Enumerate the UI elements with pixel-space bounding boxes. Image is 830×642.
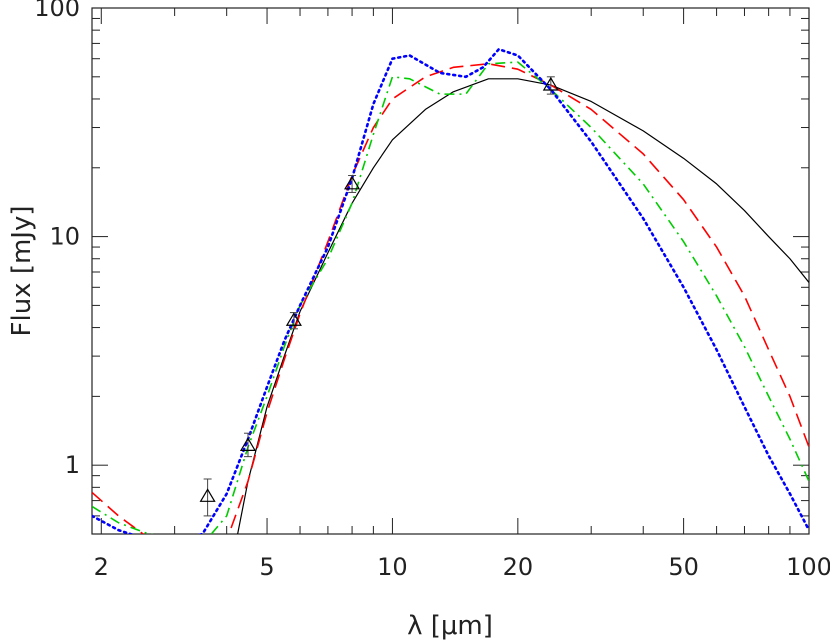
triangle-marker	[542, 76, 559, 91]
x-axis-label: λ [μm]	[407, 611, 493, 641]
observation-point	[239, 432, 257, 458]
triangle-marker	[285, 312, 302, 326]
x-tick-label: 2	[94, 553, 109, 581]
triangle-marker	[239, 437, 257, 451]
observation-point	[344, 175, 361, 193]
x-tick-label: 50	[668, 553, 699, 581]
x-tick-label: 20	[503, 553, 534, 581]
observed-points	[199, 76, 559, 517]
y-tick-label: 100	[34, 0, 80, 22]
observation-point	[542, 76, 559, 95]
y-tick-label: 10	[49, 223, 80, 251]
y-axis-label: Flux [mJy]	[7, 206, 37, 337]
tick-labels: 2 5 10 20 50 100 1 10 100	[34, 0, 830, 581]
x-tick-label: 10	[377, 553, 408, 581]
observation-point	[199, 478, 216, 517]
observation-point	[285, 312, 302, 330]
plot-frame	[91, 7, 810, 535]
series-line-dashed	[92, 63, 809, 534]
series-line-dotted	[92, 47, 809, 534]
series-line-dash-dot	[92, 61, 809, 534]
y-tick-label: 1	[65, 451, 80, 479]
x-tick-label: 100	[786, 553, 830, 581]
model-curves	[92, 47, 809, 534]
axis-ticks	[92, 7, 810, 535]
triangle-marker	[344, 175, 361, 190]
x-tick-label: 5	[259, 553, 274, 581]
series-line-solid	[237, 78, 809, 534]
triangle-marker	[199, 488, 216, 502]
